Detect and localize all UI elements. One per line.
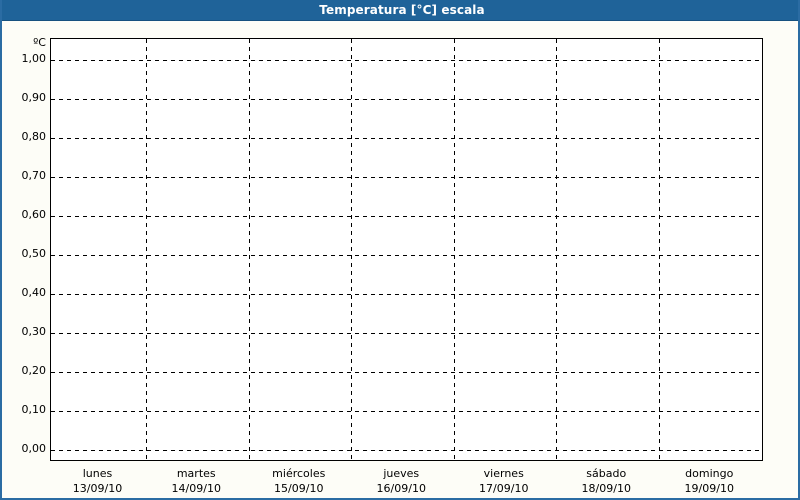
x-axis-tick-labels: lunes 13/09/10 martes 14/09/10 miércoles 15/0… bbox=[2, 466, 798, 498]
chart-title-bar: Temperatura [°C] escala bbox=[2, 0, 798, 21]
y-axis-tick-label: 1,00 bbox=[21, 52, 47, 65]
y-axis-tick-label: 0,50 bbox=[21, 247, 47, 260]
x-axis-tick-group: lunes 13/09/10 bbox=[43, 466, 153, 496]
x-axis-tick-group: martes 14/09/10 bbox=[141, 466, 251, 496]
y-axis-tick-label: 0,80 bbox=[21, 130, 47, 143]
gridlines bbox=[51, 39, 762, 460]
y-axis-tick-label: 0,00 bbox=[21, 442, 47, 455]
y-axis-tick-labels: 1,00 0,90 0,80 0,70 0,60 0,50 0,40 0,30 0,20 0,10… bbox=[2, 38, 47, 461]
y-axis-tick-label: 0,60 bbox=[21, 208, 47, 221]
x-axis-tick-day: jueves bbox=[383, 467, 420, 480]
x-axis-tick-day: viernes bbox=[483, 467, 524, 480]
x-axis-tick-date: 13/09/10 bbox=[72, 482, 123, 495]
chart-title: Temperatura [°C] escala bbox=[319, 3, 485, 17]
plot-area bbox=[50, 38, 763, 461]
x-axis-tick-group: viernes 17/09/10 bbox=[449, 466, 559, 496]
x-axis-tick-group: miércoles 15/09/10 bbox=[244, 466, 354, 496]
x-axis-tick-day: martes bbox=[176, 467, 216, 480]
x-axis-tick-group: sábado 18/09/10 bbox=[551, 466, 661, 496]
y-axis-tick-label: 0,30 bbox=[21, 325, 47, 338]
y-axis-tick-label: 0,70 bbox=[21, 169, 47, 182]
y-axis-unit-label: ºC bbox=[33, 36, 46, 49]
x-axis-tick-date: 16/09/10 bbox=[376, 482, 426, 495]
x-axis-tick-date: 18/09/10 bbox=[581, 482, 631, 495]
x-axis-tick-group: domingo 19/09/10 bbox=[654, 466, 764, 496]
x-axis-tick-day: lunes bbox=[82, 467, 113, 480]
x-axis-tick-date: 17/09/10 bbox=[479, 482, 529, 495]
y-axis-tick-label: 0,40 bbox=[21, 286, 47, 299]
y-axis-tick-label: 0,20 bbox=[21, 364, 47, 377]
x-axis-tick-date: 14/09/10 bbox=[171, 482, 221, 495]
x-axis-tick-day: domingo bbox=[685, 467, 734, 480]
y-axis-tick-label: 0,90 bbox=[21, 91, 47, 104]
x-axis-tick-day: miércoles bbox=[272, 467, 326, 480]
x-axis-tick-date: 15/09/10 bbox=[274, 482, 324, 495]
x-axis-tick-day: sábado bbox=[586, 467, 627, 480]
x-axis-tick-date: 19/09/10 bbox=[684, 482, 734, 495]
x-axis-tick-group: jueves 16/09/10 bbox=[346, 466, 456, 496]
y-axis-tick-label: 0,10 bbox=[21, 403, 47, 416]
